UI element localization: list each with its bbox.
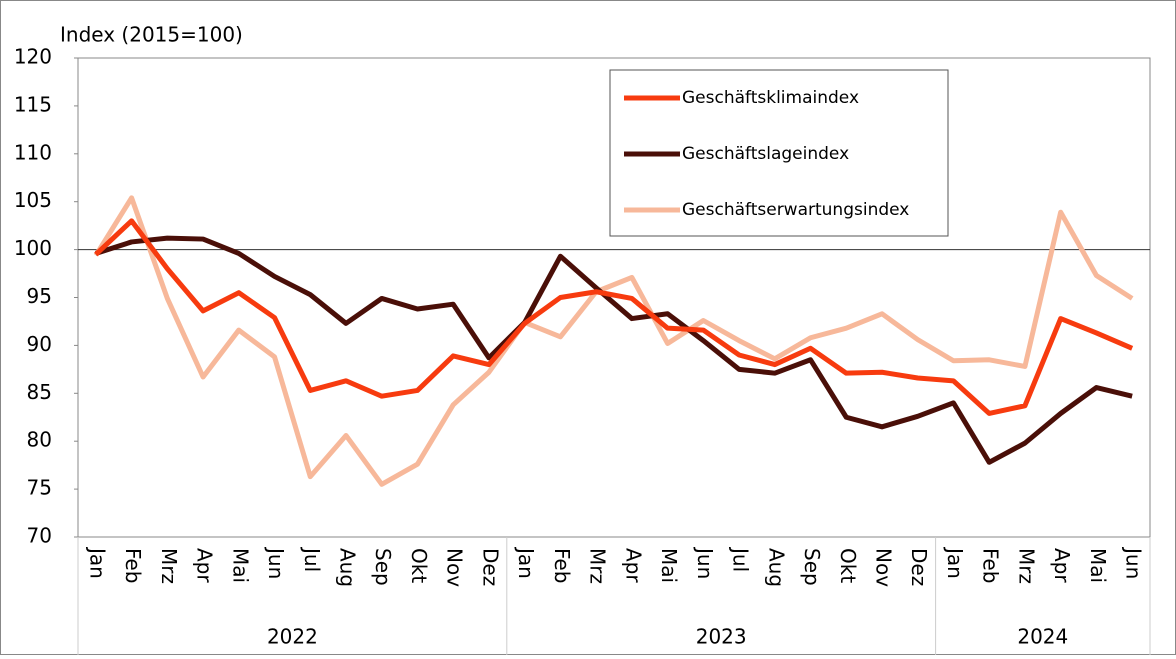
x-tick-label: Apr [1050,548,1074,583]
x-tick-label: Mrz [1014,548,1038,584]
x-tick-label: Feb [121,548,145,583]
x-tick-label: Mrz [157,548,181,584]
y-tick-label: 115 [14,92,52,116]
x-tick-label: Nov [872,548,896,587]
x-tick-label: Okt [836,548,860,583]
x-tick-label: Sep [800,548,824,586]
x-tick-label: Jul [300,546,324,572]
x-tick-label: Jun [264,546,288,579]
series-line [93,195,1134,487]
x-tick-label: Mai [657,548,681,583]
y-tick-label: 80 [27,428,52,452]
x-tick-label: Mrz [586,548,610,584]
y-axis-label: Index (2015=100) [60,23,243,47]
y-tick-label: 120 [14,45,52,69]
x-tick-label: Feb [550,548,574,583]
x-tick-label: Mai [228,548,252,583]
x-tick-label: Jan [943,546,967,579]
x-group-label: 2023 [696,625,747,649]
x-tick-label: Mai [1086,548,1110,583]
legend-label: Geschäftslageindex [682,144,849,164]
x-group-label: 2022 [267,625,318,649]
series-line [95,235,1133,465]
x-tick-label: Jul [729,546,753,572]
x-tick-label: Jun [1122,546,1146,579]
x-tick-label: Sep [371,548,395,586]
y-tick-label: 105 [14,188,52,212]
x-tick-label: Aug [336,548,360,587]
y-tick-label: 85 [27,380,52,404]
legend-label: Geschäftsklimaindex [682,88,859,108]
y-tick-label: 75 [27,476,52,500]
y-tick-label: 95 [27,284,52,308]
y-tick-label: 100 [14,236,52,260]
x-group-label: 2024 [1017,625,1068,649]
x-tick-label: Feb [979,548,1003,583]
x-tick-label: Apr [621,548,645,583]
y-tick-label: 70 [27,524,52,548]
x-tick-label: Jan [85,546,109,579]
series-line [94,218,1134,416]
x-tick-label: Jun [693,546,717,579]
x-tick-label: Nov [443,548,467,587]
x-tick-label: Aug [764,548,788,587]
y-tick-label: 90 [27,332,52,356]
y-tick-label: 110 [14,140,52,164]
x-tick-label: Okt [407,548,431,583]
x-tick-label: Dez [478,548,502,586]
x-tick-label: Jan [514,546,538,579]
x-tick-label: Apr [193,548,217,583]
x-tick-label: Dez [907,548,931,586]
legend-label: Geschäftserwartungsindex [682,200,909,220]
